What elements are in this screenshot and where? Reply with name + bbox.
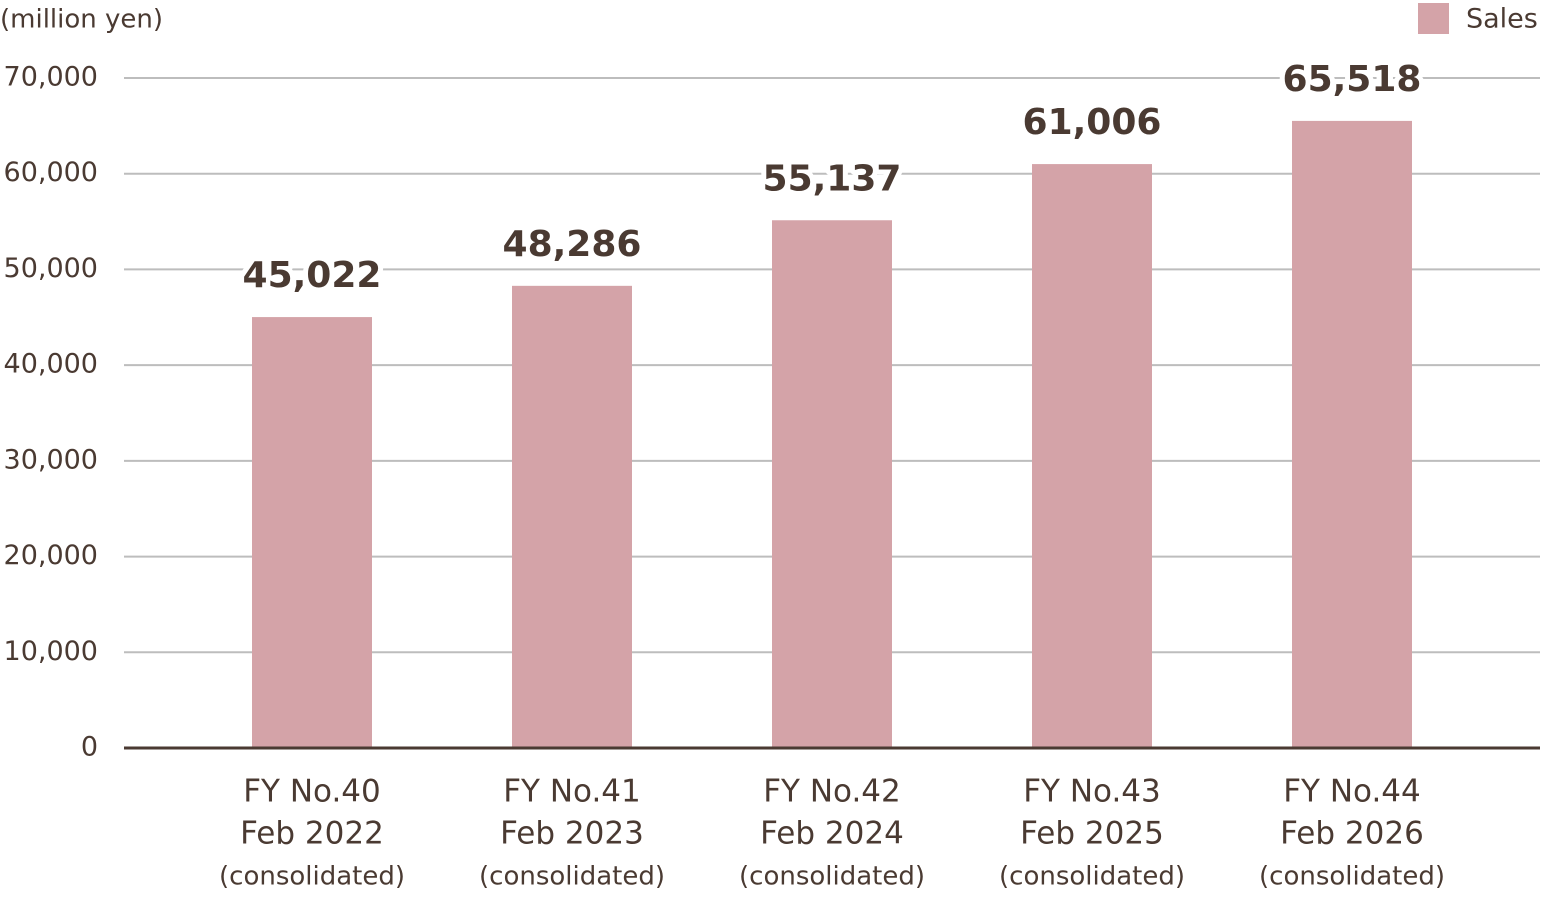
x-tick-label: (consolidated) (219, 862, 405, 892)
y-tick-label: 70,000 (4, 62, 98, 93)
value-label: 45,022 (243, 255, 382, 296)
y-tick-label: 60,000 (4, 157, 98, 188)
bar (772, 220, 892, 749)
value-label: 65,518 (1283, 59, 1422, 100)
y-tick-label: 40,000 (4, 349, 98, 380)
x-tick-label: Feb 2022 (240, 816, 384, 852)
x-tick-label: Feb 2024 (760, 816, 904, 852)
x-tick-label: FY No.40 (243, 774, 381, 810)
value-label: 48,286 (503, 224, 642, 265)
x-tick-label: FY No.44 (1283, 774, 1421, 810)
y-tick-label: 0 (81, 732, 98, 763)
x-tick-label: FY No.41 (503, 774, 641, 810)
bar (1292, 120, 1412, 748)
x-tick-label: Feb 2026 (1280, 816, 1424, 852)
x-tick-label: (consolidated) (999, 862, 1185, 892)
x-tick-label: Feb 2023 (500, 816, 644, 852)
value-label: 61,006 (1023, 102, 1162, 143)
x-tick-label: (consolidated) (739, 862, 925, 892)
bar (1032, 164, 1152, 748)
bar (512, 285, 632, 748)
y-axis-label: (million yen) (0, 5, 163, 35)
y-tick-label: 50,000 (4, 253, 98, 284)
legend-label: Sales (1466, 4, 1538, 35)
x-tick-label: FY No.43 (1023, 774, 1161, 810)
legend-swatch (1418, 3, 1449, 34)
x-tick-label: Feb 2025 (1020, 816, 1164, 852)
y-tick-label: 30,000 (4, 444, 98, 475)
value-label: 55,137 (763, 158, 902, 199)
x-tick-label: (consolidated) (1259, 862, 1445, 892)
x-tick-label: FY No.42 (763, 774, 901, 810)
y-tick-label: 20,000 (4, 540, 98, 571)
bar (252, 317, 372, 748)
y-tick-label: 10,000 (4, 636, 98, 667)
x-tick-label: (consolidated) (479, 862, 665, 892)
